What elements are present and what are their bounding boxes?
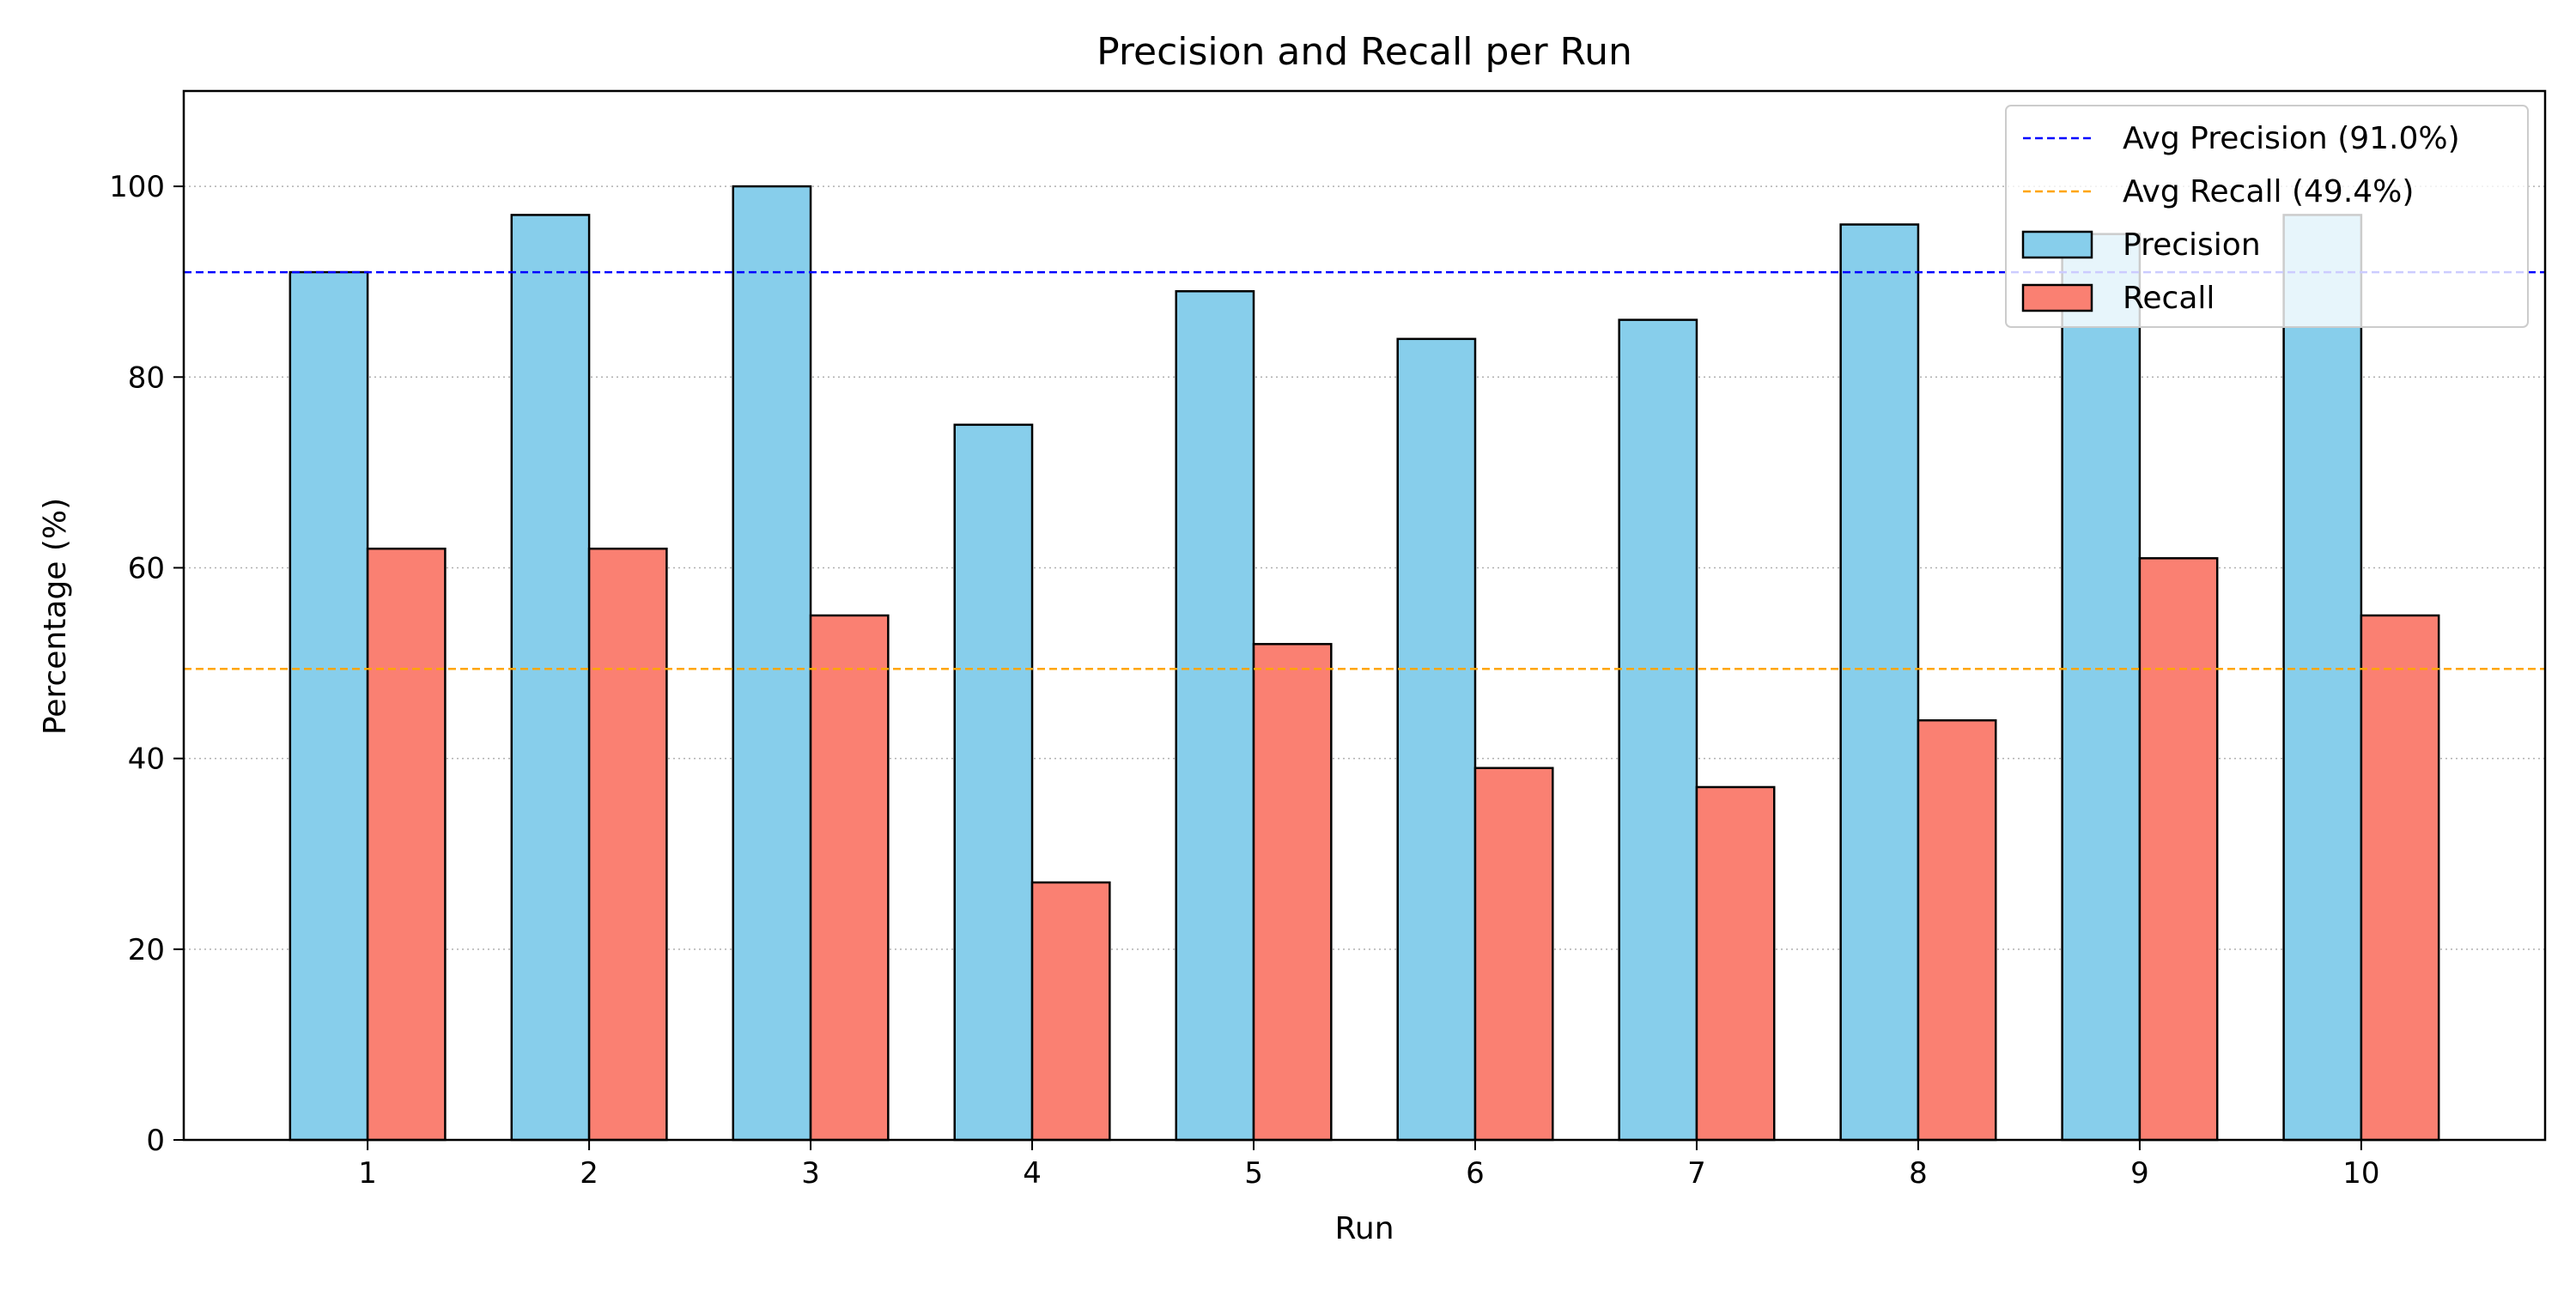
bar-precision-run-4 [953,423,1034,1142]
chart-title: Precision and Recall per Run [1097,30,1632,74]
x-tick-label: 2 [580,1156,598,1191]
x-tick-label: 5 [1244,1156,1263,1191]
y-tick-label: 40 [128,742,165,777]
reference-lines-layer [184,270,2545,670]
bars-layer [289,185,2440,1142]
legend-label: Precision [2123,227,2261,263]
grid-layer [184,185,2545,950]
bar-recall-run-10 [2360,614,2440,1142]
bar-precision-run-10 [2282,214,2363,1142]
y-tick-label: 20 [128,933,165,967]
bar-recall-run-5 [1252,643,1333,1142]
y-tick-label: 60 [128,551,165,585]
plot-frame [182,89,2547,1142]
bar-recall-run-6 [1473,767,1554,1142]
legend-label: Recall [2123,281,2215,316]
legend-swatch-recall [2021,283,2093,312]
legend-box [2005,105,2529,328]
bar-recall-run-7 [1695,785,1776,1142]
axes-layer: 0 20 40 60 80 100 1 2 3 4 5 6 7 8 9 10 [109,170,2379,1191]
bar-recall-run-8 [1917,718,1997,1142]
bar-recall-run-9 [2138,557,2219,1142]
bar-precision-run-7 [1618,318,1698,1142]
bar-precision-run-6 [1396,337,1477,1142]
bar-precision-run-3 [732,185,812,1142]
x-tick-label: 6 [1466,1156,1485,1191]
y-tick-label: 0 [146,1124,165,1158]
bar-precision-run-1 [289,270,369,1142]
legend-label: Avg Recall (49.4%) [2123,174,2414,209]
legend-swatch-precision [2021,230,2093,259]
bar-precision-run-2 [510,214,591,1142]
bar-precision-run-8 [1839,223,1920,1142]
bar-recall-run-4 [1030,881,1111,1142]
x-tick-label: 10 [2342,1156,2379,1191]
x-axis-label: Run [1334,1211,1394,1246]
y-tick-label: 100 [109,170,165,204]
x-tick-label: 1 [358,1156,377,1191]
y-axis-label: Percentage (%) [38,498,73,735]
x-tick-label: 4 [1023,1156,1042,1191]
bar-recall-run-3 [809,614,890,1142]
bar-precision-run-9 [2061,233,2142,1142]
legend: Avg Precision (91.0%) Avg Recall (49.4%) P… [2005,105,2529,328]
bar-precision-run-5 [1175,290,1255,1142]
x-tick-label: 3 [801,1156,820,1191]
y-tick-label: 80 [128,361,165,395]
x-tick-label: 7 [1687,1156,1706,1191]
x-tick-label: 9 [2130,1156,2149,1191]
bar-recall-run-2 [587,547,668,1142]
legend-label: Avg Precision (91.0%) [2123,121,2460,156]
bar-recall-run-1 [366,547,447,1142]
x-tick-label: 8 [1909,1156,1928,1191]
